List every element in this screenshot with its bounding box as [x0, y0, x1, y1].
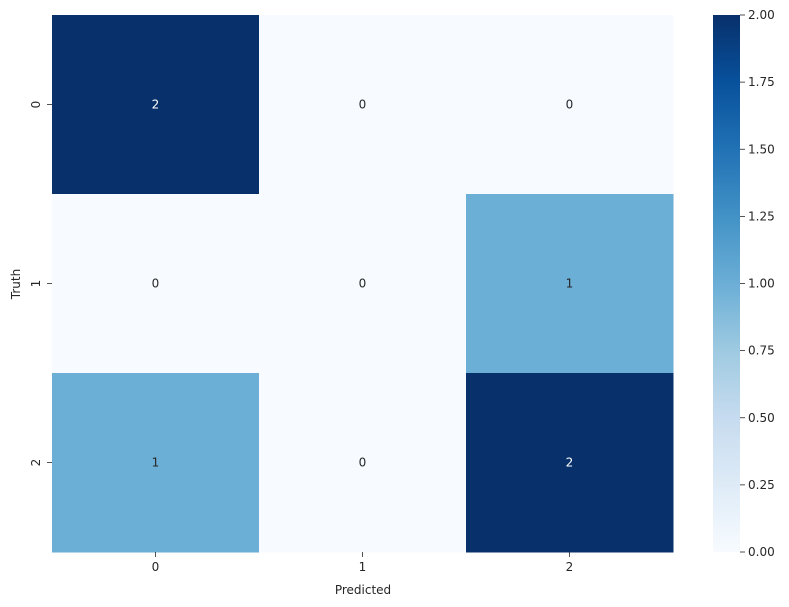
x-axis-label: Predicted — [335, 583, 391, 597]
x-axis-ticks: 0 1 2 — [152, 552, 574, 574]
colorbar-tick-label: 0.50 — [748, 411, 775, 425]
x-tick-label: 2 — [566, 560, 574, 574]
cell-value-label: 2 — [152, 98, 160, 112]
heatmap-cell — [259, 15, 467, 195]
y-tick-label: 0 — [29, 101, 43, 109]
colorbar-tick-label: 0.75 — [748, 344, 775, 358]
heatmap-cells — [52, 15, 674, 553]
colorbar-ticks: 0.00 0.25 0.50 0.75 1.00 1.25 1.50 1.75 2.00 — [740, 8, 775, 559]
colorbar: 0.00 0.25 0.50 0.75 1.00 1.25 1.50 1.75 2.00 — [713, 8, 775, 559]
colorbar-tick-label: 1.50 — [748, 142, 775, 156]
heatmap-annotations: 2 0 0 0 0 1 1 0 2 — [152, 98, 574, 470]
heatmap-cell — [52, 373, 260, 553]
cell-value-label: 2 — [566, 456, 574, 470]
heatmap-cell — [52, 194, 260, 374]
colorbar-tick-label: 0.25 — [748, 478, 775, 492]
heatmap-cell — [259, 194, 467, 374]
colorbar-tick-label: 1.25 — [748, 209, 775, 223]
x-tick-label: 0 — [152, 560, 160, 574]
x-tick-label: 1 — [359, 560, 367, 574]
colorbar-tick-label: 2.00 — [748, 8, 775, 22]
cell-value-label: 1 — [152, 456, 160, 470]
cell-value-label: 0 — [359, 456, 367, 470]
heatmap-cell — [52, 15, 260, 195]
y-axis-ticks: 0 1 2 — [29, 101, 52, 467]
heatmap-cell — [259, 373, 467, 553]
colorbar-gradient — [713, 15, 740, 552]
y-tick-label: 2 — [29, 459, 43, 467]
cell-value-label: 0 — [359, 98, 367, 112]
heatmap-cell — [466, 194, 674, 374]
y-axis-label: Truth — [9, 269, 23, 300]
colorbar-tick-label: 1.00 — [748, 277, 775, 291]
cell-value-label: 0 — [152, 277, 160, 291]
cell-value-label: 1 — [566, 277, 574, 291]
y-tick-label: 1 — [29, 280, 43, 288]
colorbar-tick-label: 0.00 — [748, 545, 775, 559]
heatmap-cell — [466, 15, 674, 195]
cell-value-label: 0 — [359, 277, 367, 291]
heatmap-cell — [466, 373, 674, 553]
cell-value-label: 0 — [566, 98, 574, 112]
colorbar-tick-label: 1.75 — [748, 75, 775, 89]
